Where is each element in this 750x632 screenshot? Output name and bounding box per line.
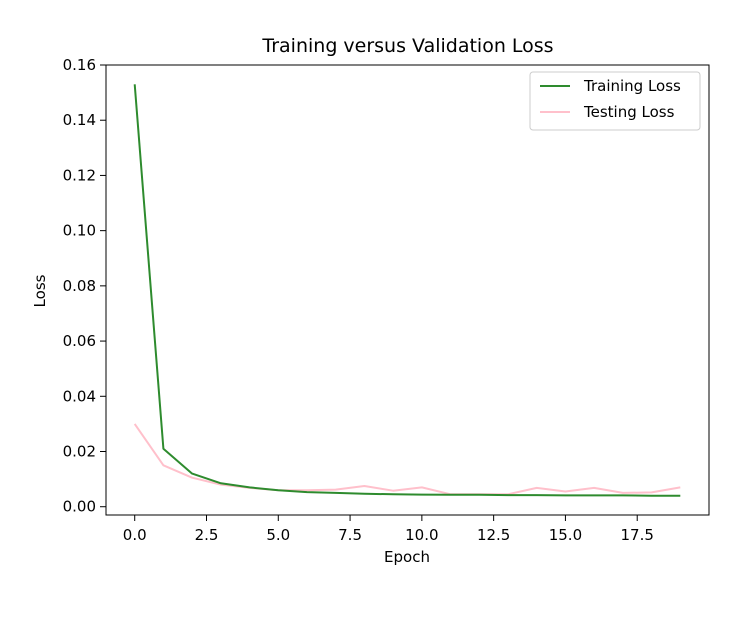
x-tick-label: 10.0 (405, 526, 438, 544)
legend-label-training-loss: Training Loss (583, 77, 681, 95)
legend: Training Loss Testing Loss (529, 71, 701, 131)
y-tick-label: 0.14 (63, 111, 96, 129)
chart-title: Training versus Validation Loss (261, 35, 553, 57)
x-tick-label: 2.5 (195, 526, 219, 544)
x-axis-title: Epoch (384, 548, 430, 566)
ticks-layer: 0.0 2.5 5.0 7.5 10.0 12.5 15.0 17.5 0.00 0.02 0.04… (63, 56, 654, 544)
x-tick-label: 15.0 (549, 526, 582, 544)
legend-box (529, 71, 701, 131)
x-tick-label: 12.5 (477, 526, 510, 544)
y-tick-label: 0.08 (63, 277, 96, 295)
legend-label-testing-loss: Testing Loss (583, 103, 675, 121)
y-tick-label: 0.10 (63, 222, 96, 240)
series-line-testing-loss (133, 423, 681, 496)
x-tick-label: 17.5 (621, 526, 654, 544)
x-tick-label: 0.0 (123, 526, 147, 544)
series-layer (133, 84, 681, 497)
y-tick-label: 0.04 (63, 387, 96, 405)
y-tick-label: 0.12 (63, 166, 96, 184)
plot-frame (105, 64, 710, 516)
y-axis-title: Loss (31, 274, 49, 307)
series-line-training-loss (133, 84, 681, 497)
x-tick-label: 5.0 (266, 526, 290, 544)
y-tick-label: 0.16 (63, 56, 96, 74)
x-tick-label: 7.5 (338, 526, 362, 544)
y-tick-label: 0.06 (63, 332, 96, 350)
y-tick-label: 0.02 (63, 443, 96, 461)
y-tick-label: 0.00 (63, 498, 96, 516)
